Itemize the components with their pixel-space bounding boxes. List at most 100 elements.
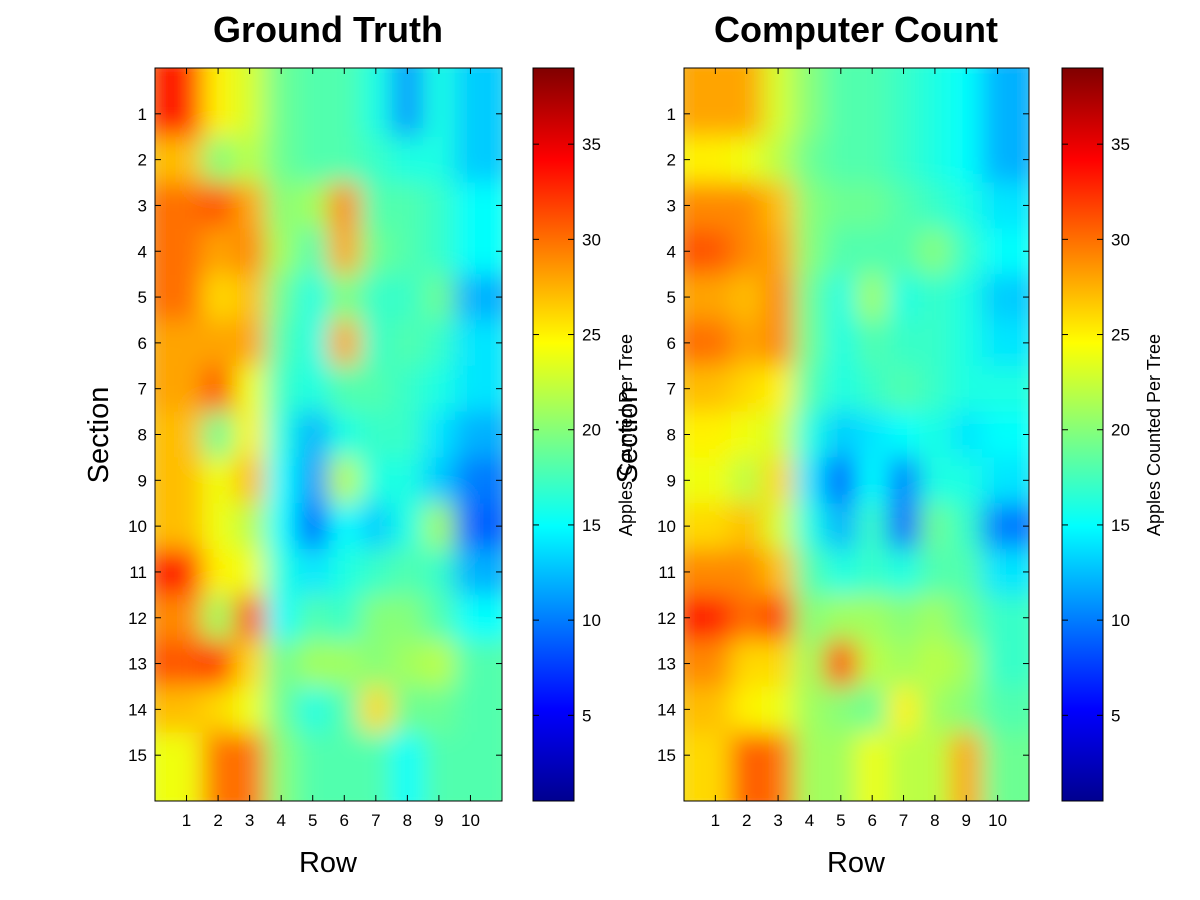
heatmap-cell [762, 136, 795, 184]
x-tick-label: 6 [867, 811, 876, 830]
y-tick-label: 11 [129, 563, 147, 582]
heatmap-edge-cell [155, 457, 172, 504]
heatmap-cell [762, 686, 795, 733]
heatmap-cell [731, 365, 764, 413]
heatmap-edge-cell [328, 68, 361, 92]
heatmap-edge-cell [731, 68, 764, 92]
heatmap-edge-cell [328, 778, 361, 801]
heatmap-cell [265, 136, 298, 184]
heatmap-cell [328, 549, 361, 596]
heatmap-cell [825, 365, 858, 413]
heatmap-cell [887, 457, 920, 504]
heatmap-cell [170, 732, 203, 779]
heatmap-edge-cell [1013, 136, 1029, 184]
heatmap-cell [360, 549, 393, 596]
heatmap-edge-cell [155, 594, 172, 642]
heatmap-cell [699, 182, 732, 229]
heatmap-cell [887, 365, 920, 413]
y-tick-label: 2 [667, 151, 676, 170]
heatmap-edge-cell [360, 778, 393, 801]
heatmap-cell [856, 640, 889, 688]
heatmap-cell [887, 274, 920, 321]
x-tick-label: 5 [836, 811, 845, 830]
heatmap-edge-cell [391, 68, 424, 92]
colorbar-tick-label: 5 [582, 706, 591, 725]
heatmap-cell [731, 457, 764, 504]
heatmap-cell [296, 274, 330, 321]
heatmap-edge-cell [1013, 365, 1029, 413]
heatmap-cell [265, 365, 298, 413]
heatmap-cell [887, 228, 920, 275]
heatmap-cell [423, 732, 456, 779]
heatmap-edge-cell [155, 228, 172, 275]
heatmap-cell [296, 640, 330, 688]
heatmap-cell [423, 594, 456, 642]
heatmap-cell [170, 90, 203, 138]
heatmap-cell [731, 136, 764, 184]
heatmap-edge-cell [202, 68, 235, 92]
heatmap-cell [296, 182, 330, 229]
heatmap-cell [762, 274, 795, 321]
heatmap-cell [328, 182, 361, 229]
heatmap-cell [328, 640, 361, 688]
heatmap-cell [296, 411, 330, 458]
chart-title: Computer Count [714, 9, 998, 50]
heatmap-cell [919, 274, 952, 321]
heatmap-cell [887, 136, 920, 184]
heatmap-cell [950, 594, 983, 642]
heatmap-cell [170, 457, 203, 504]
heatmap-cell [202, 686, 235, 733]
panel-ground-truth: Ground Truth 1 2 3 4 5 6 7 8 9 101234567891011121… [83, 9, 636, 879]
heatmap-cell [887, 411, 920, 458]
heatmap-cell [360, 319, 393, 367]
heatmap-cell [856, 319, 889, 367]
heatmap-cell [919, 549, 952, 596]
heatmap-cell [454, 90, 487, 138]
heatmap-cell [762, 90, 795, 138]
heatmap-cell [699, 228, 732, 275]
heatmap-edge-cell [155, 274, 172, 321]
heatmap-cell [699, 90, 732, 138]
heatmap-cell [950, 549, 983, 596]
heatmap-edge-cell [981, 778, 1014, 801]
heatmap-cell [919, 90, 952, 138]
heatmap-cell [887, 182, 920, 229]
heatmap-cell [950, 686, 983, 733]
heatmap-cell [762, 732, 795, 779]
heatmap-cell [856, 549, 889, 596]
y-tick-label: 5 [138, 288, 147, 307]
x-axis-label: Row [299, 847, 358, 879]
heatmap-edge-cell [684, 274, 701, 321]
heatmap-cell [296, 503, 330, 550]
heatmap-cell [202, 457, 235, 504]
heatmap-edge-cell [699, 778, 732, 801]
heatmap-cell [887, 549, 920, 596]
heatmap-cell [170, 136, 203, 184]
heatmap-cell [731, 274, 764, 321]
heatmap-cell [793, 411, 826, 458]
heatmap-cell [793, 686, 826, 733]
heatmap-edge-cell [155, 90, 172, 138]
y-tick-label: 3 [138, 196, 147, 215]
heatmap-cell [825, 503, 858, 550]
heatmap-cell [731, 549, 764, 596]
heatmap-edge-cell [486, 136, 502, 184]
heatmap-edge-cell [486, 90, 502, 138]
x-tick-label: 5 [308, 811, 317, 830]
heatmap-cell [762, 365, 795, 413]
heatmap-edge-cell [202, 778, 235, 801]
heatmap-cell [296, 136, 330, 184]
heatmap-cell [233, 274, 267, 321]
heatmap-cell [856, 90, 889, 138]
y-tick-label: 2 [138, 151, 147, 170]
heatmap-cell [699, 732, 732, 779]
heatmap-edge-cell [1013, 503, 1029, 550]
heatmap-cell [762, 411, 795, 458]
heatmap-cell [919, 640, 952, 688]
y-tick-label: 9 [667, 471, 676, 490]
colorbar-tick-label: 35 [1111, 135, 1130, 154]
heatmap-cell [825, 686, 858, 733]
heatmap-cell [887, 594, 920, 642]
heatmap-cell [423, 457, 456, 504]
heatmap-cell [793, 503, 826, 550]
